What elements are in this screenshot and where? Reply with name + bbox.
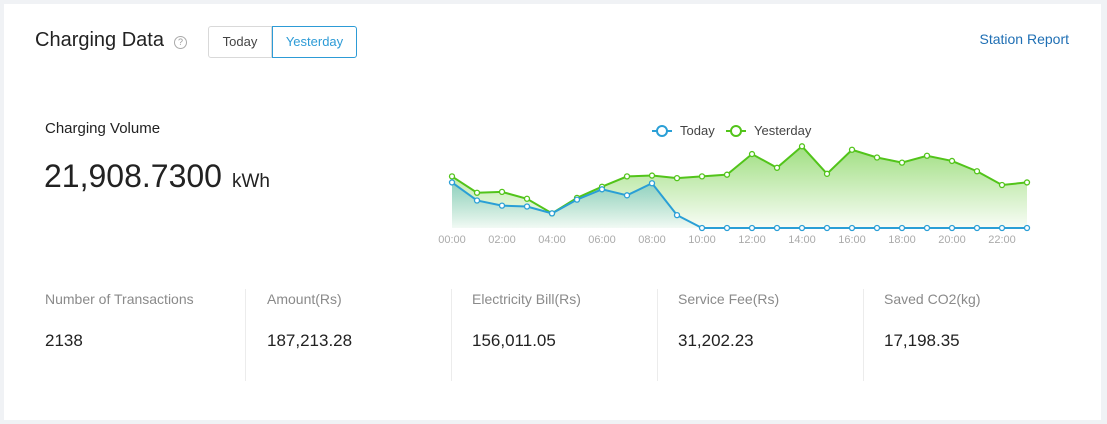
data-point-yesterday[interactable] [748, 150, 756, 158]
x-tick-label: 04:00 [538, 234, 566, 246]
data-point-yesterday[interactable] [973, 168, 981, 175]
data-point-yesterday[interactable] [448, 173, 456, 180]
data-point-yesterday[interactable] [723, 171, 731, 178]
data-point-yesterday[interactable] [773, 164, 781, 171]
data-point-today[interactable] [873, 224, 881, 232]
data-point-today[interactable] [998, 224, 1006, 232]
chart-plot-area [448, 143, 1031, 232]
data-point-today[interactable] [823, 224, 831, 232]
data-point-today[interactable] [848, 224, 856, 232]
charging-volume-unit: kWh [232, 171, 270, 192]
x-tick-label: 02:00 [488, 234, 516, 246]
x-tick-label: 12:00 [738, 234, 766, 246]
x-tick-label: 16:00 [838, 234, 866, 246]
stat-value: 187,213.28 [267, 331, 353, 350]
data-point-yesterday[interactable] [698, 173, 706, 180]
series-area-today [452, 182, 1027, 228]
station-report-link[interactable]: Station Report [979, 31, 1070, 47]
stat-divider [863, 289, 864, 381]
data-point-today[interactable] [748, 224, 756, 232]
charging-volume-label: Charging Volume [45, 120, 161, 137]
yesterday-tab[interactable]: Yesterday [272, 26, 357, 58]
data-point-yesterday[interactable] [873, 154, 881, 161]
x-tick-label: 08:00 [638, 234, 666, 246]
question-circle-icon[interactable]: ? [174, 36, 187, 49]
data-point-yesterday[interactable] [648, 172, 656, 179]
data-point-today[interactable] [498, 202, 506, 209]
x-tick-label: 00:00 [438, 234, 466, 246]
data-point-yesterday[interactable] [498, 188, 506, 196]
data-point-today[interactable] [923, 224, 931, 232]
data-point-today[interactable] [573, 196, 581, 203]
data-point-yesterday[interactable] [473, 189, 481, 196]
data-point-today[interactable] [1023, 224, 1031, 232]
data-point-today[interactable] [673, 211, 681, 219]
stat-label: Electricity Bill(Rs) [472, 291, 581, 307]
x-tick-label: 06:00 [588, 234, 616, 246]
data-point-today[interactable] [773, 224, 781, 232]
data-point-today[interactable] [473, 197, 481, 204]
legend-item-yesterday[interactable]: Yesterday [726, 123, 812, 138]
x-tick-label: 22:00 [988, 234, 1016, 246]
series-line-yesterday [451, 144, 1028, 215]
data-point-today[interactable] [648, 180, 656, 187]
stat-label: Service Fee(Rs) [678, 291, 780, 307]
data-point-yesterday[interactable] [823, 170, 831, 177]
series-line-today [451, 181, 1027, 229]
data-point-today[interactable] [723, 224, 731, 232]
x-tick-label: 14:00 [788, 234, 816, 246]
stat-value: 156,011.05 [472, 331, 556, 350]
data-point-today[interactable] [623, 192, 631, 199]
stat-value: 31,202.23 [678, 331, 754, 350]
data-point-yesterday[interactable] [623, 173, 631, 180]
data-point-today[interactable] [698, 224, 706, 232]
x-tick-label: 20:00 [938, 234, 966, 246]
data-point-yesterday[interactable] [948, 157, 956, 165]
stat-value: 2138 [45, 331, 83, 350]
charging-data-card: Charging Data ? Today Yesterday Station … [4, 4, 1101, 420]
x-tick-label: 10:00 [688, 234, 716, 246]
data-point-yesterday[interactable] [848, 146, 856, 153]
chart-legend: Today Yesterday [652, 123, 812, 138]
legend-label-yesterday: Yesterday [754, 123, 812, 138]
chart-x-axis: 00:00 02:00 04:00 06:00 08:00 10:00 12:00 14:00… [438, 234, 1016, 246]
stat-divider [451, 289, 452, 381]
data-point-today[interactable] [548, 210, 556, 217]
data-point-today[interactable] [898, 224, 906, 232]
stat-divider [245, 289, 246, 381]
data-point-yesterday[interactable] [998, 181, 1006, 189]
stat-label: Number of Transactions [45, 291, 194, 307]
data-point-today[interactable] [948, 224, 956, 232]
legend-item-today[interactable]: Today [652, 123, 715, 138]
data-point-yesterday[interactable] [798, 143, 806, 150]
legend-label-today: Today [680, 123, 715, 138]
data-point-yesterday[interactable] [898, 159, 906, 166]
today-tab[interactable]: Today [208, 26, 272, 58]
data-point-yesterday[interactable] [923, 152, 931, 159]
stats-row: Number of Transactions 2138 Amount(Rs) 1… [4, 279, 1101, 381]
card-title: Charging Data [35, 29, 164, 51]
data-point-today[interactable] [448, 179, 456, 186]
charging-volume-value: 21,908.7300 [44, 158, 222, 194]
stat-label: Amount(Rs) [267, 291, 342, 307]
data-point-today[interactable] [523, 203, 531, 210]
data-point-yesterday[interactable] [673, 174, 681, 182]
date-range-toggle: Today Yesterday [208, 26, 357, 58]
stat-divider [657, 289, 658, 381]
x-tick-label: 18:00 [888, 234, 916, 246]
data-point-today[interactable] [598, 186, 606, 193]
data-point-today[interactable] [973, 224, 981, 232]
stat-value: 17,198.35 [884, 331, 960, 350]
stat-label: Saved CO2(kg) [884, 291, 981, 307]
data-point-today[interactable] [798, 224, 806, 232]
data-point-yesterday[interactable] [523, 195, 531, 202]
charging-line-chart: Today Yesterday 00:00 02:00 04:00 06:00 08:0… [438, 123, 1031, 246]
data-point-yesterday[interactable] [1023, 179, 1031, 186]
